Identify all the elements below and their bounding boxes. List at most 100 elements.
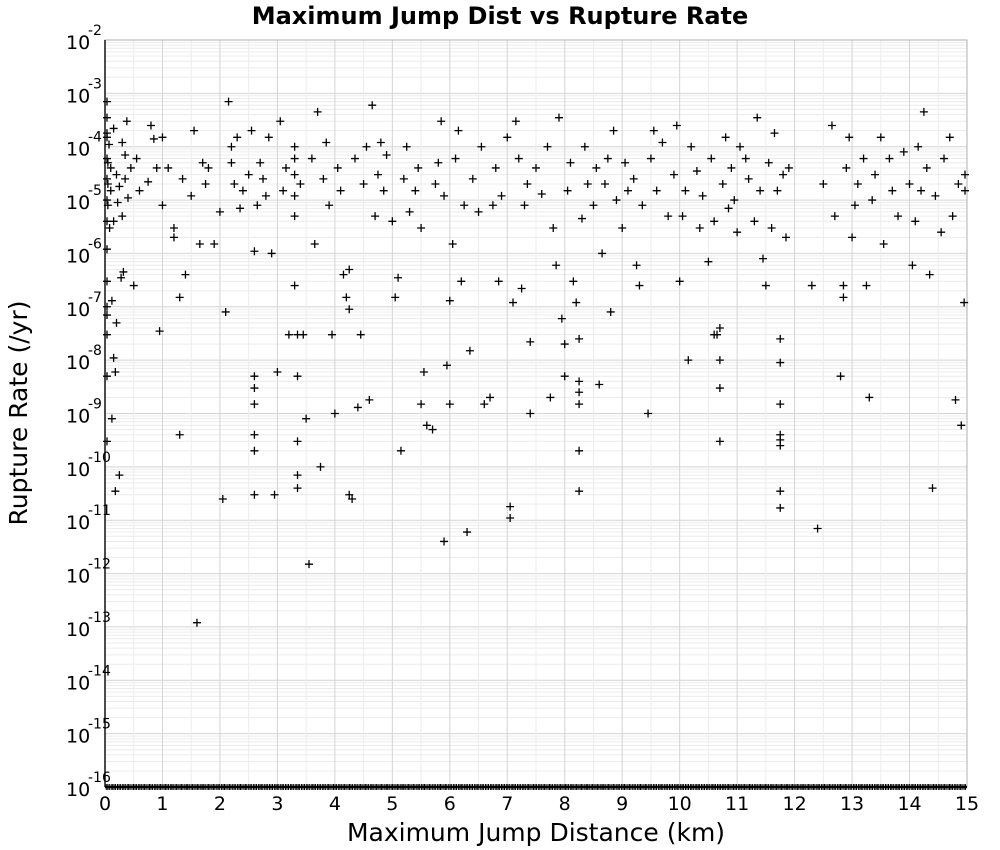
data-point bbox=[353, 403, 362, 412]
data-point bbox=[572, 298, 581, 307]
data-point bbox=[618, 223, 627, 232]
data-point bbox=[451, 154, 460, 163]
data-point bbox=[951, 395, 960, 404]
chart-title: Maximum Jump Dist vs Rupture Rate bbox=[252, 2, 749, 30]
data-point bbox=[111, 487, 120, 496]
data-point bbox=[103, 154, 111, 163]
data-point bbox=[224, 97, 233, 106]
x-tick-label: 4 bbox=[329, 793, 341, 815]
data-point bbox=[169, 223, 178, 232]
data-point bbox=[704, 257, 713, 266]
data-point bbox=[227, 142, 236, 151]
data-point bbox=[919, 107, 928, 116]
data-point bbox=[853, 180, 862, 189]
data-point bbox=[638, 201, 647, 210]
data-point bbox=[813, 524, 822, 533]
data-point bbox=[106, 186, 115, 195]
data-point bbox=[954, 180, 963, 189]
data-point bbox=[218, 494, 227, 503]
data-point bbox=[198, 158, 207, 167]
data-point bbox=[741, 154, 750, 163]
data-point bbox=[580, 142, 589, 151]
data-point bbox=[437, 117, 446, 126]
y-tick-label: 10 bbox=[66, 352, 90, 374]
data-point bbox=[169, 233, 178, 242]
data-point bbox=[250, 384, 259, 393]
data-point bbox=[261, 191, 270, 200]
data-point bbox=[250, 490, 259, 499]
data-point bbox=[119, 267, 128, 276]
y-axis-label: Rupture Rate (/yr) bbox=[4, 301, 33, 526]
y-tick-exponent: -13 bbox=[88, 610, 111, 626]
data-point bbox=[256, 158, 265, 167]
data-point bbox=[107, 414, 116, 423]
data-point bbox=[474, 207, 483, 216]
data-point bbox=[776, 503, 785, 512]
data-point bbox=[414, 163, 423, 172]
data-point bbox=[379, 186, 388, 195]
data-point bbox=[290, 212, 299, 221]
data-point bbox=[327, 330, 336, 339]
x-tick-label: 7 bbox=[501, 793, 513, 815]
data-point bbox=[776, 334, 785, 343]
data-point bbox=[236, 204, 245, 213]
data-point bbox=[238, 186, 247, 195]
y-tick-label: 10 bbox=[66, 619, 90, 641]
y-tick-exponent: -6 bbox=[88, 236, 102, 252]
data-point bbox=[113, 198, 122, 207]
data-point bbox=[221, 307, 230, 316]
data-point bbox=[396, 446, 405, 455]
data-point bbox=[155, 327, 164, 336]
data-point bbox=[405, 207, 414, 216]
data-point bbox=[117, 273, 126, 282]
data-point bbox=[520, 201, 529, 210]
data-point bbox=[164, 163, 173, 172]
data-point bbox=[784, 163, 793, 172]
data-point bbox=[115, 471, 124, 480]
x-tick-labels: 0 1 2 3 4 5 6 7 8 9 10 11 12 13 14 15 bbox=[99, 793, 979, 815]
data-point bbox=[103, 277, 111, 286]
data-point bbox=[210, 240, 219, 249]
data-point bbox=[158, 133, 167, 142]
data-point bbox=[175, 293, 184, 302]
data-point bbox=[480, 400, 489, 409]
data-point bbox=[750, 217, 759, 226]
data-point bbox=[348, 494, 357, 503]
data-point bbox=[945, 133, 954, 142]
y-tick-label: 10 bbox=[66, 459, 90, 481]
data-point bbox=[313, 107, 322, 116]
data-point bbox=[411, 186, 420, 195]
data-point bbox=[658, 138, 667, 147]
data-point bbox=[652, 186, 661, 195]
y-tick-exponent: -8 bbox=[88, 343, 102, 359]
data-point bbox=[250, 400, 259, 409]
data-point bbox=[894, 212, 903, 221]
data-point bbox=[721, 133, 730, 142]
data-point bbox=[187, 191, 196, 200]
y-tick-label: 10 bbox=[66, 566, 90, 588]
data-point bbox=[448, 240, 457, 249]
data-point bbox=[914, 142, 923, 151]
data-point bbox=[445, 400, 454, 409]
data-point bbox=[325, 201, 334, 210]
data-point bbox=[333, 163, 342, 172]
data-point bbox=[106, 163, 115, 172]
data-point bbox=[646, 154, 655, 163]
data-point bbox=[839, 293, 848, 302]
data-point bbox=[494, 277, 503, 286]
x-axis-label: Maximum Jump Distance (km) bbox=[347, 818, 725, 847]
data-point bbox=[511, 117, 520, 126]
data-point bbox=[526, 409, 535, 418]
data-point bbox=[463, 528, 472, 537]
data-point bbox=[899, 147, 908, 156]
data-point bbox=[961, 186, 969, 195]
data-point bbox=[132, 154, 141, 163]
data-point bbox=[247, 126, 256, 135]
data-point bbox=[362, 142, 371, 151]
data-point bbox=[879, 240, 888, 249]
data-point bbox=[509, 298, 518, 307]
data-point bbox=[575, 487, 584, 496]
data-point bbox=[937, 228, 946, 237]
data-point bbox=[961, 170, 969, 179]
data-point bbox=[592, 163, 601, 172]
